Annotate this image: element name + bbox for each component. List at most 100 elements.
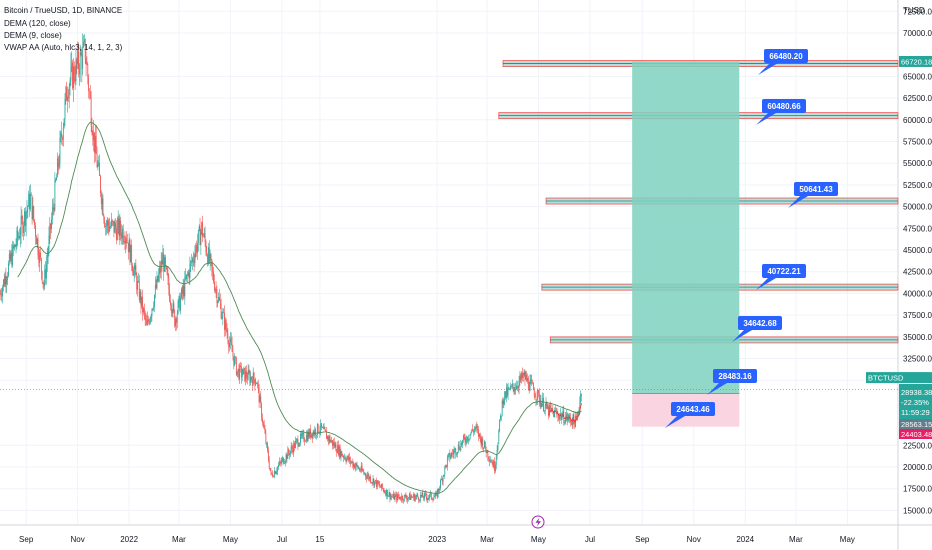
- candle-body: [198, 226, 200, 231]
- candle-body: [332, 440, 333, 446]
- candle-body: [154, 295, 155, 307]
- candle-body: [361, 465, 363, 471]
- lightning-icon[interactable]: [531, 515, 545, 529]
- candle-body: [67, 96, 68, 101]
- candle-body: [236, 371, 238, 375]
- candle-body: [27, 206, 29, 210]
- candle-body: [89, 91, 91, 98]
- candle-body: [53, 207, 55, 211]
- candle-body: [133, 269, 135, 276]
- candle-body: [128, 239, 130, 253]
- candle-body: [579, 401, 581, 411]
- callout-label: 50641.43: [799, 185, 833, 194]
- candle-body: [225, 320, 227, 330]
- candle-body: [518, 381, 520, 388]
- candle-body: [554, 410, 556, 411]
- candle-body: [385, 492, 387, 496]
- candle-body: [87, 64, 89, 78]
- y-tick-label: 45000.00: [903, 246, 932, 255]
- candle-body: [49, 223, 51, 236]
- candle-body: [382, 488, 384, 490]
- candle-body: [169, 289, 171, 302]
- candle-body: [505, 391, 506, 398]
- candle-body: [565, 414, 567, 418]
- candle-body: [100, 193, 102, 205]
- stop-price-tag: [899, 429, 932, 439]
- candle-body: [111, 219, 112, 227]
- candle-body: [50, 223, 52, 230]
- candle-body: [549, 405, 551, 409]
- target-price-tag: [899, 55, 932, 67]
- symbol-tag-text: BTCTUSD: [868, 374, 904, 383]
- candle-body: [28, 193, 30, 207]
- candle-body: [14, 244, 16, 247]
- candle-body: [84, 39, 86, 59]
- candle-body: [78, 68, 80, 75]
- callout-pointer: [665, 416, 685, 428]
- candle-body: [411, 496, 413, 498]
- symbol-tag: [866, 372, 932, 384]
- candle-body: [127, 242, 129, 253]
- candle-body: [387, 495, 389, 497]
- dema-price-tag: [899, 419, 932, 429]
- callout-pointer: [756, 113, 776, 125]
- candle-body: [408, 493, 410, 498]
- candle-body: [76, 59, 78, 65]
- candle-body: [272, 473, 274, 477]
- candle-body: [46, 257, 48, 264]
- candle-body: [113, 221, 115, 233]
- candle-body: [530, 379, 532, 381]
- candle-body: [196, 245, 198, 253]
- candle-body: [267, 443, 268, 451]
- candle-body: [451, 452, 452, 457]
- candle-body: [435, 493, 436, 497]
- candle-body: [349, 457, 351, 463]
- candle-body: [197, 243, 198, 253]
- candle-body: [259, 396, 261, 403]
- candle-body: [540, 400, 542, 408]
- y-tick-label: 17500.00: [903, 485, 932, 494]
- callout-pointer: [732, 330, 752, 342]
- candle-body: [231, 343, 233, 352]
- candle-body: [142, 296, 144, 313]
- candle-body: [446, 465, 447, 467]
- candle-body: [351, 461, 353, 463]
- candle-body: [106, 220, 108, 226]
- candle-body: [18, 236, 19, 238]
- candle-body: [60, 132, 62, 139]
- candle-body: [337, 445, 338, 454]
- candle-body: [125, 238, 127, 244]
- callout-box: [671, 402, 715, 416]
- candle-body: [254, 379, 256, 386]
- position-tool[interactable]: [632, 61, 740, 427]
- candle-body: [221, 317, 223, 319]
- candle-body: [23, 225, 25, 233]
- candle-body: [171, 311, 173, 314]
- callout-box: [738, 316, 782, 330]
- candle-body: [376, 480, 377, 487]
- candle-body: [104, 220, 106, 227]
- candle-body: [200, 231, 202, 246]
- candle-body: [219, 296, 220, 301]
- candle-body: [335, 443, 337, 452]
- candle-body: [150, 316, 152, 319]
- candle-body: [240, 365, 241, 367]
- candle-body: [191, 261, 192, 263]
- candle-body: [65, 87, 67, 100]
- candle-body: [464, 437, 466, 442]
- candle-body: [271, 472, 273, 474]
- candle-body: [537, 390, 539, 400]
- candle-body: [135, 265, 137, 276]
- candle-body: [424, 493, 426, 494]
- candle-body: [379, 484, 381, 487]
- candle-body: [538, 393, 540, 404]
- y-tick-label: 37500.00: [903, 311, 932, 320]
- candle-body: [30, 193, 32, 196]
- candle-body: [507, 388, 509, 396]
- candle-body: [451, 452, 453, 454]
- candle-body: [82, 46, 84, 69]
- candle-body: [157, 276, 159, 281]
- candle-body: [168, 277, 170, 290]
